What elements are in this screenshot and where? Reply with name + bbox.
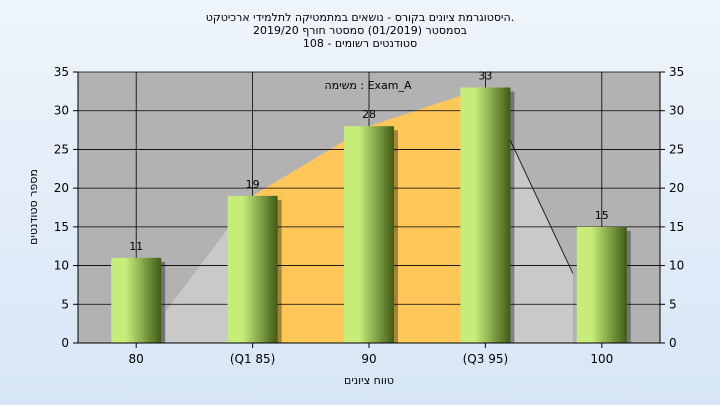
legend-label: משימה : Exam_A	[324, 79, 412, 92]
x-tick-label: 80	[129, 352, 144, 366]
axes: 0 0 5 5 10 10 15 15 20 20 25 25 30 30 35 35 80 (Q1 85) 90 (…	[54, 65, 685, 366]
y-tick-label-left: 35	[54, 65, 69, 79]
y-tick-label-right: 0	[669, 336, 677, 350]
bars: 11 19 28 33 15	[111, 69, 631, 343]
y-tick-label-right: 20	[669, 181, 684, 195]
y-tick-label-right: 30	[669, 104, 684, 118]
bar	[344, 126, 394, 343]
bar	[460, 87, 511, 343]
y-tick-label-right: 10	[669, 259, 684, 273]
bar	[227, 195, 278, 343]
bar-value-label: 28	[362, 108, 376, 121]
y-tick-label-left: 5	[61, 297, 69, 311]
chart-title-line-3: סטודנטים רשומים - 108	[303, 37, 417, 50]
x-tick-label: (Q1 85)	[230, 352, 276, 366]
y-tick-label-left: 30	[54, 104, 69, 118]
bar	[111, 257, 162, 343]
y-tick-label-right: 5	[669, 297, 677, 311]
y-tick-label-left: 25	[54, 142, 69, 156]
y-tick-label-right: 15	[669, 220, 684, 234]
y-tick-label-right: 25	[669, 142, 684, 156]
bar-value-label: 33	[478, 69, 492, 82]
y-tick-label-left: 20	[54, 181, 69, 195]
y-axis-title: מספר סטודנטים	[27, 169, 40, 245]
y-tick-label-right: 35	[669, 65, 684, 79]
bar-value-label: 15	[595, 209, 609, 222]
bar-value-label: 11	[129, 240, 143, 253]
bar	[576, 226, 627, 343]
chart-title: היסטוגרמת ציונים בקורס - נושאים במתמטיקה…	[206, 11, 514, 50]
chart-title-line-1: היסטוגרמת ציונים בקורס - נושאים במתמטיקה…	[206, 11, 514, 24]
x-tick-label: 100	[590, 352, 613, 366]
y-tick-label-left: 0	[61, 336, 69, 350]
y-tick-label-left: 15	[54, 220, 69, 234]
chart-title-line-2: בסמסטר (01/2019) סמסטר חורף 2019/20	[253, 24, 467, 37]
bar-value-label: 19	[246, 178, 260, 191]
x-tick-label: (Q3 95)	[463, 352, 509, 366]
x-tick-label: 90	[361, 352, 376, 366]
x-axis-title: טווח ציונים	[344, 374, 394, 387]
y-tick-label-left: 10	[54, 259, 69, 273]
